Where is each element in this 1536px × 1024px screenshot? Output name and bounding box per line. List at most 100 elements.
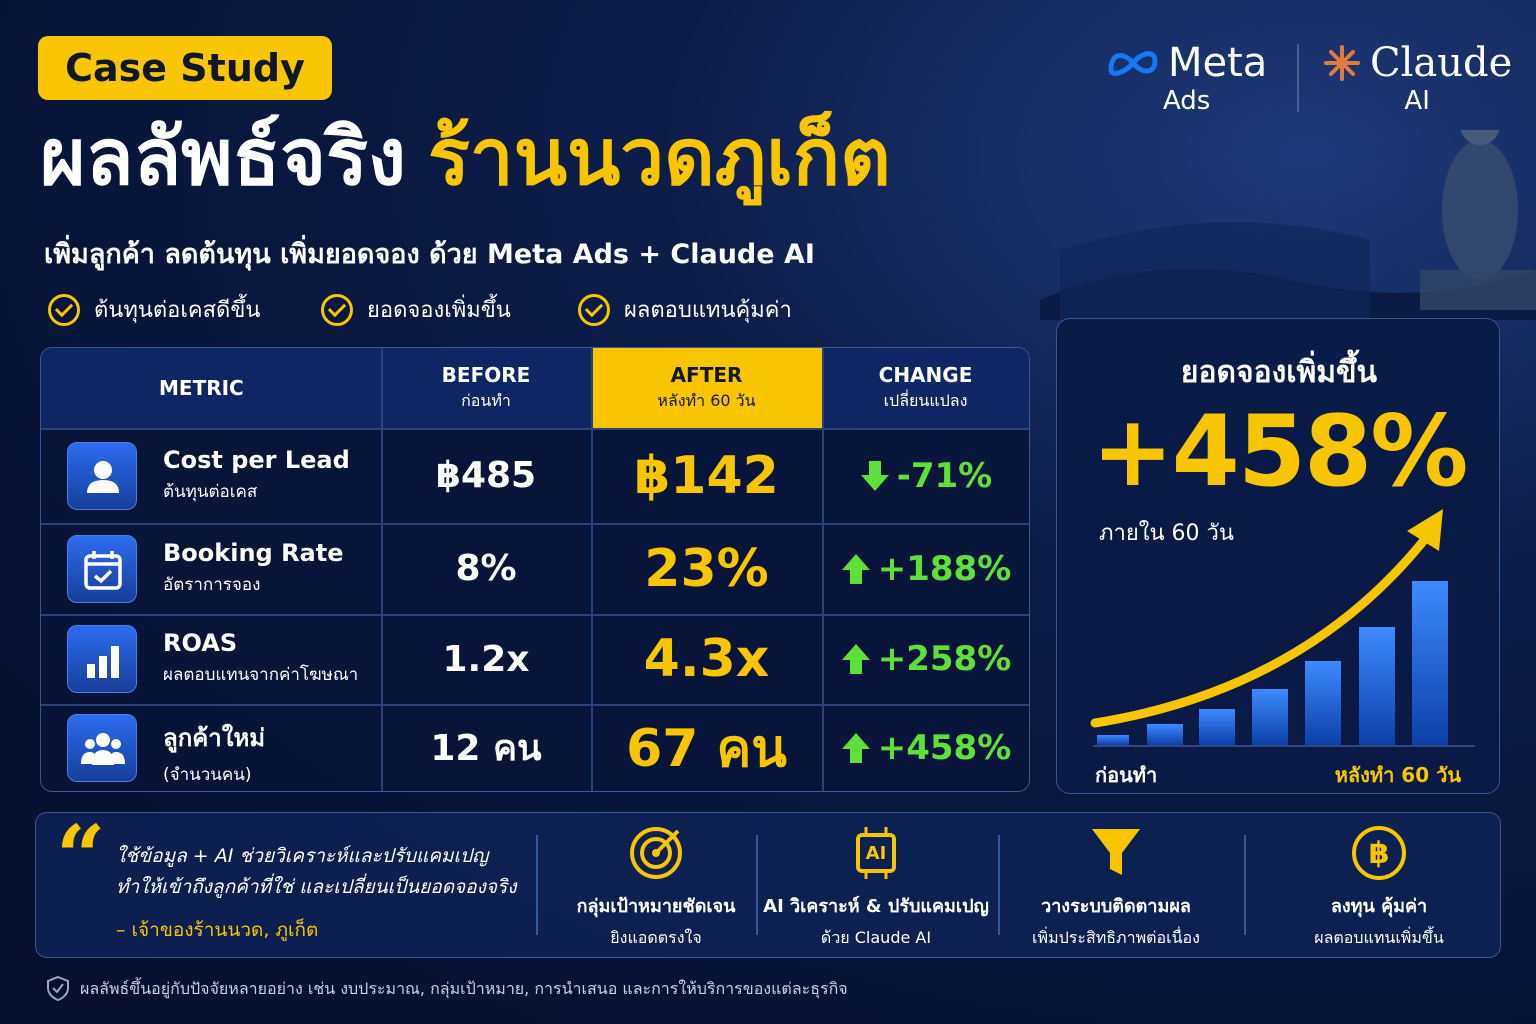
metric-sub: ต้นทุนต่อเคส: [163, 481, 258, 502]
metrics-table: METRIC BEFORE ก่อนทำ AFTER หลังทำ 60 วัน CHAN…: [40, 347, 1030, 792]
icon-shape: [87, 479, 119, 493]
metric-label: Booking Rate: [163, 538, 344, 567]
growth-bar: [1359, 627, 1395, 745]
change-cell: +458%: [822, 704, 1029, 791]
icon-shape: [1092, 829, 1140, 875]
row-divider: [41, 704, 1029, 706]
meta-infinity: [1108, 51, 1158, 76]
icon-shape: [99, 656, 107, 678]
panel-title: ยอดจองเพิ่มขึ้น: [1180, 355, 1378, 390]
icon-shape: [96, 732, 110, 747]
brand-divider: [1297, 44, 1299, 112]
check-item: ต้นทุนต่อเคสดีขึ้น: [48, 292, 260, 327]
claude-star: [1324, 45, 1360, 81]
row-icon: [67, 625, 137, 693]
statue-head: [1460, 130, 1500, 145]
brand-sub: AI: [1404, 86, 1430, 116]
column-divider: [381, 348, 383, 791]
feature-sub: ยิงแอดตรงใจ: [610, 928, 702, 947]
shield-check: [52, 983, 64, 994]
row-divider: [41, 614, 1029, 616]
metric-label: ลูกค้าใหม่: [163, 723, 266, 752]
check-icon: [578, 293, 610, 326]
arrow-icon: [841, 644, 870, 674]
icon-shape: [93, 569, 113, 583]
metric-name: Booking Rate อัตราการจอง: [163, 539, 379, 598]
metric-name: ลูกค้าใหม่ (จำนวนคน): [163, 718, 379, 788]
header-sub: ก่อนทำ: [461, 390, 511, 410]
icon: [1352, 826, 1406, 880]
growth-bar: [1252, 689, 1288, 745]
table-header-cell: METRIC: [41, 348, 381, 428]
icon: [84, 550, 122, 590]
before-value: 1.2x: [442, 638, 530, 680]
icon: [856, 827, 896, 879]
arrow-icon: [841, 732, 870, 763]
change-value: +258%: [877, 639, 1012, 679]
change-arrow: [840, 731, 872, 765]
metric-name: ROAS ผลตอบแทนจากค่าโฆษณา: [163, 629, 379, 688]
feature-divider: [1244, 835, 1246, 935]
icon: [81, 732, 125, 765]
column-divider: [591, 348, 593, 791]
panel-value: +458%: [1091, 395, 1469, 509]
icon: [1092, 829, 1140, 875]
check-text: ยอดจองเพิ่มขึ้น: [367, 298, 511, 323]
quote-text: ใช้ข้อมูล + AI ช่วยวิเคราะห์และปรับแคมเป…: [116, 841, 516, 903]
quote-line: ใช้ข้อมูล + AI ช่วยวิเคราะห์และปรับแคมเป…: [116, 845, 489, 867]
growth-arrow-head: [1407, 509, 1443, 551]
icon-shape: [111, 751, 125, 764]
table-header-cell: BEFORE ก่อนทำ: [381, 348, 591, 428]
badge: Case Study: [38, 36, 332, 100]
feature-icon-label: AI: [865, 842, 887, 864]
metric-sub: อัตราการจอง: [163, 574, 261, 595]
metric-label: ROAS: [163, 629, 238, 657]
icon: [630, 827, 682, 879]
header-label: BEFORE: [441, 362, 531, 387]
feature-title: AI วิเคราะห์ & ปรับแคมเปญ: [763, 896, 989, 917]
check-item: ผลตอบแทนคุ้มค่า: [578, 292, 792, 327]
panel-note: ภายใน 60 วัน: [1099, 521, 1234, 546]
brand-claude: Claude AI: [1322, 40, 1512, 116]
growth-bar: [1412, 581, 1448, 745]
feature-divider: [998, 835, 1000, 935]
feature-sub: ด้วย Claude AI: [820, 928, 932, 947]
title-main: ผลลัพธ์จริง: [40, 113, 407, 203]
header-label: CHANGE: [878, 362, 973, 387]
change-arrow: [859, 459, 891, 493]
icon-shape: [111, 646, 119, 678]
check-text: ต้นทุนต่อเคสดีขึ้น: [94, 298, 261, 323]
highlight-panel: ยอดจองเพิ่มขึ้น +458% ภายใน 60 วัน ก่อนท…: [1056, 318, 1500, 794]
arrow-icon: [860, 460, 889, 491]
feature: ฿ลงทุน คุ้มค่า ผลตอบแทนเพิ่มขึ้น: [1264, 823, 1494, 951]
arrow: [841, 553, 870, 584]
icon-shape: [84, 553, 122, 590]
brand-name: Claude: [1370, 40, 1513, 86]
arrow: [841, 732, 870, 763]
shield: [47, 975, 69, 1001]
icon-shape: [630, 827, 682, 879]
feature-title: ลงทุน คุ้มค่า: [1330, 896, 1428, 917]
check-icon: [321, 293, 353, 326]
icon-shape: [654, 829, 680, 855]
arrow: [860, 460, 889, 491]
growth-bar: [1097, 735, 1129, 745]
icon-shape: [1352, 826, 1406, 880]
feature: กลุ่มเป้าหมายชัดเจนยิงแอดตรงใจ: [541, 823, 771, 951]
icon-shape: [640, 837, 672, 869]
subtitle: เพิ่มลูกค้า ลดต้นทุน เพิ่มยอดจอง ด้วย Me…: [44, 239, 815, 270]
after-value: 4.3x: [643, 629, 770, 689]
feature-sub: เพิ่มประสิทธิภาพต่อเนื่อง: [1032, 928, 1200, 947]
metric-name: Cost per Lead ต้นทุนต่อเคส: [163, 446, 379, 505]
statue: [1442, 140, 1518, 280]
feature-title: กลุ่มเป้าหมายชัดเจน: [576, 896, 736, 917]
panel-axis-start: ก่อนทำ: [1095, 763, 1158, 787]
before-value: 8%: [455, 548, 517, 589]
growth-bar: [1147, 724, 1183, 745]
icon-shape: [111, 738, 121, 749]
row-divider: [41, 428, 1029, 430]
icon-shape: [85, 738, 95, 749]
growth-bar: [1305, 661, 1341, 745]
icon-shape: [856, 833, 896, 873]
